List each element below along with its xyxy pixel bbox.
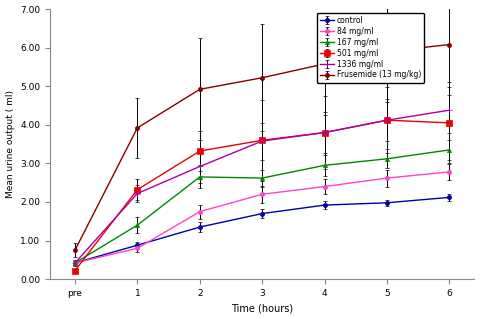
Legend: control, 84 mg/ml, 167 mg/ml, 501 mg/ml, 1336 mg/ml, Frusemide (13 mg/kg): control, 84 mg/ml, 167 mg/ml, 501 mg/ml,… [317,13,424,83]
Y-axis label: Mean urine output ( ml): Mean urine output ( ml) [6,90,14,198]
X-axis label: Time (hours): Time (hours) [231,303,293,314]
